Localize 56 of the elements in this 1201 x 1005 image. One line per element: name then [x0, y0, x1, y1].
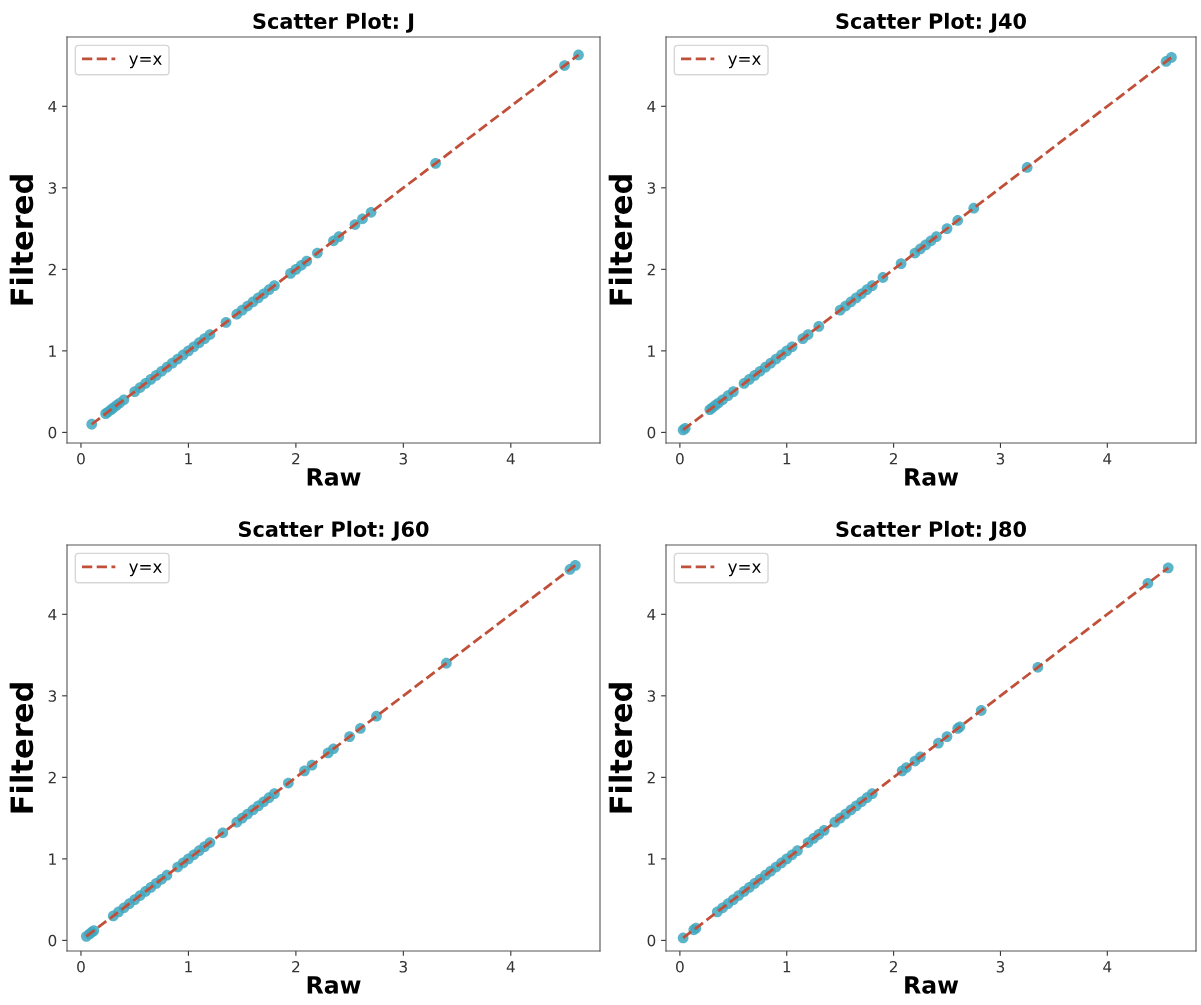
x-tick-label: 1 — [783, 961, 791, 973]
x-tick-label: 3 — [399, 960, 407, 973]
x-tick-label: 4 — [1103, 961, 1112, 973]
x-tick-label: 2 — [292, 452, 300, 465]
y-tick-label: 2 — [48, 771, 56, 784]
y-tick-label: 1 — [49, 853, 56, 865]
y-tick-label: 2 — [647, 263, 655, 276]
x-tick-label: 2 — [889, 960, 897, 973]
x-tick-label: 2 — [292, 960, 300, 973]
y-tick-label: 4 — [647, 100, 656, 113]
y-tick-label: 3 — [647, 182, 656, 194]
y-axis-title: Filtered — [9, 175, 34, 305]
y-tick-label: 3 — [48, 690, 57, 702]
y-tick-label: 1 — [648, 853, 655, 865]
x-tick-label: 2 — [889, 452, 897, 465]
chart-title: Scatter Plot: J60 — [239, 520, 429, 541]
y-axis-title: Filtered — [608, 175, 633, 305]
x-tick-label: 1 — [783, 453, 791, 465]
y-tick-label: 4 — [48, 100, 57, 113]
legend-label: y=x — [129, 563, 162, 577]
x-tick-label: 4 — [506, 453, 515, 465]
y-tick-label: 2 — [647, 771, 655, 784]
y-tick-label: 2 — [48, 263, 56, 276]
y-tick-label: 3 — [647, 690, 656, 702]
x-tick-label: 3 — [996, 960, 1005, 973]
x-axis-title: Raw — [905, 976, 959, 994]
y-tick-label: 0 — [647, 934, 656, 947]
y-tick-label: 0 — [48, 934, 57, 947]
y-tick-label: 4 — [48, 608, 57, 621]
y-tick-label: 3 — [48, 182, 57, 194]
x-tick-label: 0 — [77, 452, 85, 465]
y-tick-label: 1 — [648, 345, 655, 357]
x-tick-label: 0 — [77, 960, 85, 973]
y-tick-label: 0 — [48, 426, 57, 439]
y-tick-label: 0 — [647, 426, 656, 439]
legend-label: y=x — [728, 55, 761, 69]
x-tick-label: 0 — [676, 960, 684, 973]
x-axis-title: Raw — [905, 468, 959, 486]
y-axis-title: Filtered — [9, 683, 34, 813]
x-axis-title: Raw — [307, 468, 361, 486]
x-tick-label: 1 — [185, 961, 192, 973]
chart-title: Scatter Plot: J80 — [836, 520, 1026, 541]
x-tick-label: 3 — [399, 452, 407, 465]
x-tick-label: 0 — [676, 452, 684, 465]
x-tick-label: 4 — [506, 961, 515, 973]
legend-label: y=x — [728, 563, 761, 577]
y-tick-label: 1 — [49, 345, 56, 357]
chart-title: Scatter Plot: J40 — [836, 12, 1026, 33]
x-tick-label: 4 — [1103, 453, 1112, 465]
x-tick-label: 1 — [185, 453, 192, 465]
chart-title: Scatter Plot: J — [253, 12, 414, 33]
x-tick-label: 3 — [996, 452, 1005, 465]
y-tick-label: 4 — [647, 608, 656, 621]
y-axis-title: Filtered — [608, 683, 633, 813]
x-axis-title: Raw — [307, 976, 361, 994]
legend-label: y=x — [129, 55, 162, 69]
